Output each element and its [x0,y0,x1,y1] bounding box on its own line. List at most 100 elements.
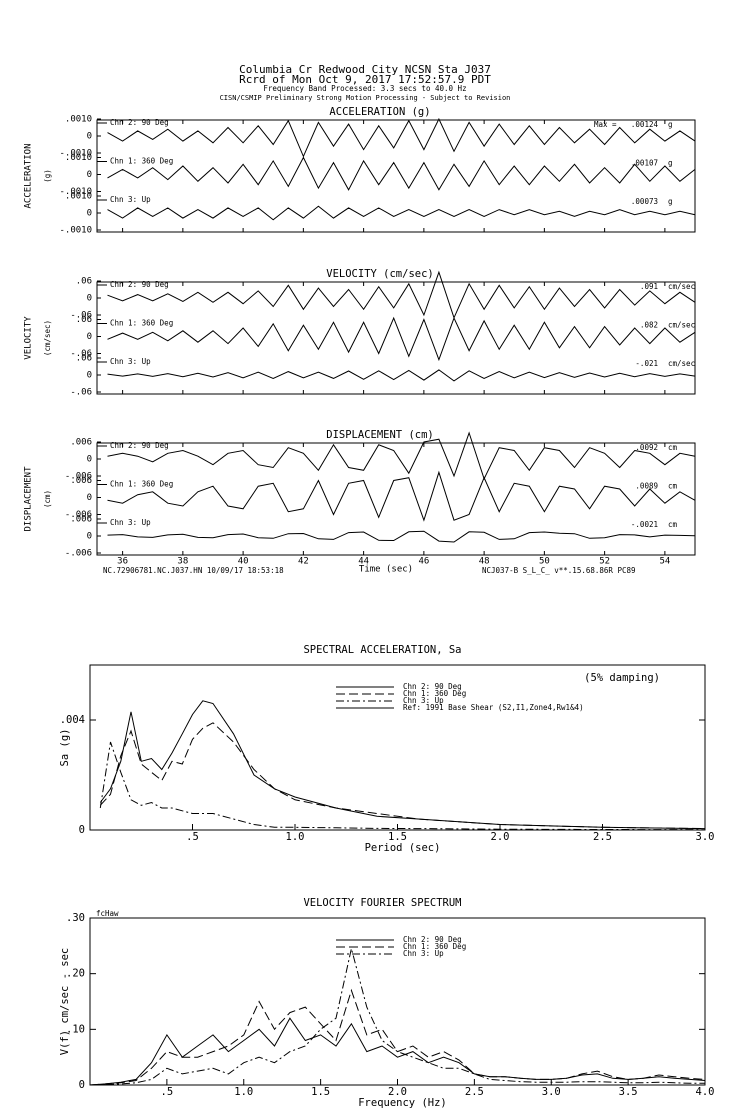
y-tick-label: -.0010 [59,226,92,236]
y-tick-label: 0 [87,371,92,381]
y-tick-label: .0010 [65,192,92,202]
x-tick-label: 2.0 [491,831,510,843]
legend-label: Chn 1: 360 Deg [403,942,466,951]
peak-unit: g [668,159,673,168]
x-tick-label: 44 [358,557,369,567]
trace [107,316,696,362]
y-tick-label: 0 [87,332,92,342]
annotation: fcHaw [96,909,119,918]
peak-prefix: Max = [594,120,617,129]
peak-unit: cm [668,520,678,529]
trace [107,369,696,382]
trace [107,156,696,191]
trace [107,470,696,522]
legend-label: Chn 1: 360 Deg [403,689,466,698]
peak-label: .0092 [635,443,658,452]
y-tick-label: 0 [79,1079,85,1091]
peak-label: .00073 [631,197,658,206]
y-tick-label: .06 [76,354,92,364]
x-tick-label: 42 [298,557,309,567]
y-tick-label: .20 [66,968,85,980]
series-line [89,948,705,1086]
header-line: Rcrd of Mon Oct 9, 2017 17:52:57.9 PDT [239,73,491,86]
trace [107,431,696,481]
y-tick-label: -.006 [65,549,92,559]
trace [107,530,696,543]
y-tick-label: .006 [70,438,92,448]
channel-name: Chn 1: 360 Deg [110,157,173,166]
y-tick-label: .006 [70,476,92,486]
channel-name: Chn 2: 90 Deg [110,280,169,289]
chart-title: SPECTRAL ACCELERATION, Sa [303,644,461,656]
peak-unit: cm/sec [668,359,695,368]
y-tick-label: 0 [87,532,92,542]
channel-name: Chn 1: 360 Deg [110,319,173,328]
y-tick-label: 0 [87,493,92,503]
plot-frame [89,664,706,831]
x-tick-label: 52 [599,557,610,567]
peak-label: .091 [640,282,658,291]
peak-label: -.0021 [631,520,658,529]
y-tick-label: .0010 [65,153,92,163]
y-axis-unit: (cm/sec) [43,320,52,356]
legend-label: Chn 3: Up [403,696,444,705]
y-tick-label: .004 [60,714,85,726]
x-tick-label: 1.5 [311,1086,330,1098]
panel-title: DISPLACEMENT (cm) [326,429,433,441]
x-tick-label: .5 [186,831,199,843]
y-tick-label: -.006 [65,472,92,482]
x-tick-label: .5 [161,1086,174,1098]
y-axis-label: Sa (g) [59,729,71,767]
peak-unit: cm/sec [668,282,695,291]
legend-label: Ref: 1991 Base Shear (S2,I1,Zone4,Rw1&4) [403,703,584,712]
series-line [89,1017,706,1086]
peak-label: .082 [640,321,658,330]
x-tick-label: 2.5 [465,1086,484,1098]
x-tick-label: 3.0 [696,831,715,843]
x-axis-label: Frequency (Hz) [358,1097,447,1109]
y-axis-label: ACCELERATION [24,143,34,208]
channel-name: Chn 3: Up [110,518,151,527]
x-tick-label: 40 [238,557,249,567]
x-axis-label: Period (sec) [365,842,441,854]
x-tick-label: 3.5 [619,1086,638,1098]
x-tick-label: 38 [177,557,188,567]
y-axis-label: VELOCITY [24,316,34,360]
trace [107,117,696,158]
channel-name: Chn 2: 90 Deg [110,441,169,450]
channel-name: Chn 3: Up [110,357,151,366]
y-tick-label: -.06 [70,388,92,398]
peak-label: .00107 [631,159,658,168]
x-axis-label: Time (sec) [359,565,413,575]
plot-frame [89,917,706,1086]
series-line [99,722,706,830]
x-tick-label: 2.5 [593,831,612,843]
panel-frame [96,442,696,556]
y-axis-label: V(f) cm/sec - sec [59,948,71,1055]
y-tick-label: .06 [76,277,92,287]
x-tick-label: 4.0 [696,1086,715,1098]
y-tick-label: -.06 [70,311,92,321]
x-tick-label: 2.0 [388,1086,407,1098]
peak-unit: g [668,197,673,206]
x-tick-label: 36 [117,557,128,567]
y-tick-label: 0 [87,209,92,219]
x-tick-label: 1.0 [234,1086,253,1098]
y-tick-label: .30 [66,912,85,924]
x-tick-label: 50 [539,557,550,567]
chart-title: VELOCITY FOURIER SPECTRUM [303,897,461,909]
footer: NCJ037-B S_L_C_ v**.15.68.86R PC89 [482,566,636,575]
header-line: CISN/CSMIP Preliminary Strong Motion Pro… [220,94,511,102]
peak-label: -.021 [635,359,658,368]
header-line: Frequency Band Processed: 3.3 secs to 40… [263,84,466,93]
x-tick-label: 3.0 [542,1086,561,1098]
trace [107,270,696,320]
y-tick-label: -.006 [65,510,92,520]
series-line [99,741,706,831]
x-tick-label: 54 [659,557,670,567]
y-tick-label: .0010 [65,115,92,125]
series-line [89,988,706,1086]
legend-label: Chn 3: Up [403,949,444,958]
footer: NC.72906781.NC.J037.HN 10/09/17 18:53:18 [103,566,284,575]
